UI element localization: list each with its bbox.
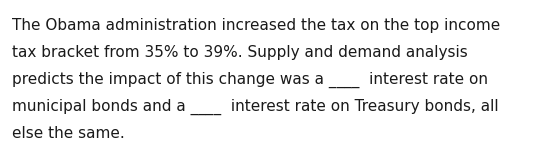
Text: else the same.: else the same. (12, 126, 125, 141)
Text: predicts the impact of this change was a ____  interest rate on: predicts the impact of this change was a… (12, 72, 488, 88)
Text: municipal bonds and a ____  interest rate on Treasury bonds, all: municipal bonds and a ____ interest rate… (12, 99, 499, 115)
Text: The Obama administration increased the tax on the top income: The Obama administration increased the t… (12, 18, 501, 33)
Text: tax bracket from 35% to 39%. Supply and demand analysis: tax bracket from 35% to 39%. Supply and … (12, 45, 468, 60)
